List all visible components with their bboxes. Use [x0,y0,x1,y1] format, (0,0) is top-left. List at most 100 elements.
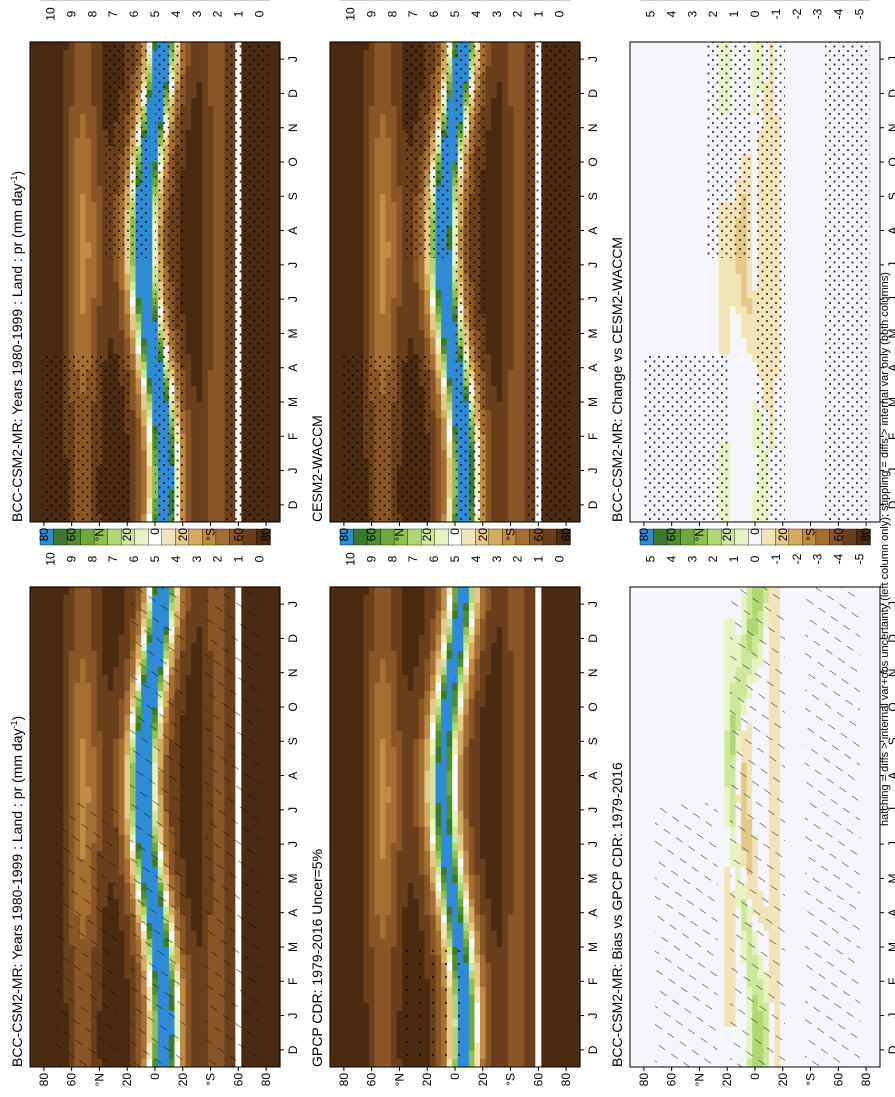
heatmap-cell [263,890,269,899]
heatmap-cell [63,762,69,771]
heatmap-cell [208,145,214,154]
heatmap-cell [263,1002,269,1011]
heatmap-cell [113,738,119,747]
heatmap-cell [113,642,119,651]
heatmap-cell [69,706,75,715]
heatmap-cell [80,153,86,162]
heatmap-cell [30,914,36,923]
heatmap-cell [202,473,208,482]
heatmap-cell [63,185,69,194]
heatmap-cell [119,954,125,963]
heatmap-cell [141,433,147,442]
heatmap-cell [269,1026,275,1035]
heatmap-cell [124,297,130,306]
heatmap-cell [186,818,192,827]
heatmap-cell [80,217,86,226]
heatmap-cell [141,425,147,434]
heatmap-cell [47,922,53,931]
heatmap-cell [47,786,53,795]
heatmap-cell [30,626,36,635]
heatmap-cell [197,193,203,202]
heatmap-cell [102,345,108,354]
heatmap-cell [124,313,130,322]
heatmap-cell [86,217,92,226]
heatmap-cell [191,433,197,442]
heatmap-cell [86,313,92,322]
heatmap-cell [208,393,214,402]
heatmap-cell [30,682,36,691]
heatmap-cell [74,738,80,747]
heatmap-cell [269,882,275,891]
heatmap-cell [208,353,214,362]
heatmap-cell [36,401,42,410]
heatmap-cell [119,1010,125,1019]
heatmap-cell [197,1058,203,1067]
heatmap-cell [269,826,275,835]
heatmap-cell [36,634,42,643]
heatmap-cell [191,666,197,675]
heatmap-cell [202,513,208,522]
heatmap-cell [191,401,197,410]
heatmap-cell [74,722,80,731]
heatmap-cell [47,706,53,715]
heatmap-cell [136,473,142,482]
heatmap-cell [124,770,130,779]
heatmap-cell [36,1034,42,1043]
heatmap-cell [202,353,208,362]
heatmap-cell [208,297,214,306]
heatmap-cell [113,289,119,298]
heatmap-cell [30,818,36,827]
heatmap-cell [97,690,103,699]
heatmap-cell [186,409,192,418]
heatmap-cell [86,321,92,330]
heatmap-cell [197,874,203,883]
heatmap-cell [47,954,53,963]
heatmap-cell [36,682,42,691]
heatmap-cell [208,513,214,522]
heatmap-cell [91,217,97,226]
heatmap-cell [47,337,53,346]
heatmap-cell [30,449,36,458]
heatmap-cell [269,938,275,947]
heatmap-cell [36,361,42,370]
heatmap-cell [197,906,203,915]
heatmap-cell [263,834,269,843]
heatmap-cell [69,161,75,170]
heatmap-cell [86,778,92,787]
heatmap-cell [91,786,97,795]
heatmap-cell [124,722,130,731]
heatmap-cell [80,233,86,242]
heatmap-cell [97,794,103,803]
heatmap-cell [124,642,130,651]
heatmap-cell [197,922,203,931]
heatmap-cell [136,313,142,322]
heatmap-cell [30,329,36,338]
heatmap-cell [36,449,42,458]
heatmap-cell [80,313,86,322]
heatmap-cell [269,874,275,883]
heatmap-cell [197,481,203,490]
heatmap-cell [91,762,97,771]
heatmap-cell [130,273,136,282]
heatmap-cell [113,682,119,691]
heatmap-cell [191,177,197,186]
heatmap-cell [197,1018,203,1027]
heatmap-cell [52,345,58,354]
heatmap-cell [186,706,192,715]
heatmap-cell [36,513,42,522]
heatmap-cell [108,265,114,274]
heatmap-cell [30,385,36,394]
heatmap-cell [186,594,192,603]
heatmap-cell [119,754,125,763]
heatmap-cell [124,305,130,314]
heatmap-cell [86,225,92,234]
heatmap-cell [130,289,136,298]
heatmap-cell [36,441,42,450]
heatmap-cell [136,305,142,314]
heatmap-cell [58,586,64,595]
heatmap-cell [58,738,64,747]
heatmap-cell [191,1034,197,1043]
heatmap-cell [30,145,36,154]
heatmap-cell [208,441,214,450]
heatmap-cell [97,658,103,667]
